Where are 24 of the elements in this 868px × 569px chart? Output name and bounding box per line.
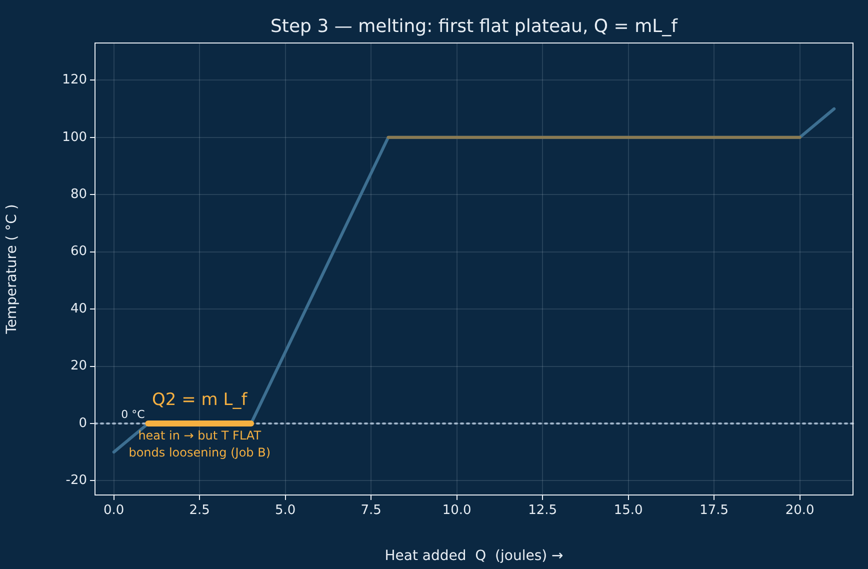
y-tick-label: 0 xyxy=(78,416,87,431)
y-tick-label: 120 xyxy=(62,72,87,88)
y-axis-title: Temperature ( °C ) xyxy=(4,204,20,335)
x-tick-label: 0.0 xyxy=(104,503,124,518)
y-tick-label: 100 xyxy=(62,130,87,145)
x-tick-label: 5.0 xyxy=(275,503,296,518)
x-tick-label: 7.5 xyxy=(360,503,382,518)
annotation: Q2 = m L_f xyxy=(152,390,248,410)
chart-title: Step 3 — melting: first flat plateau, Q = mL_f xyxy=(270,16,678,37)
y-tick-label: 80 xyxy=(70,186,87,202)
x-tick-label: 17.5 xyxy=(700,503,729,518)
y-tick-label: 20 xyxy=(70,358,87,374)
x-axis-title: Heat added Q (joules) → xyxy=(384,548,564,564)
x-tick-label: 15.0 xyxy=(614,503,643,518)
x-tick-label: 12.5 xyxy=(528,503,558,518)
annotation: heat in → but T FLAT xyxy=(138,428,262,443)
y-tick-label: 40 xyxy=(70,301,87,316)
ref-line-label: 0 °C xyxy=(121,408,146,421)
annotation: bonds loosening (Job B) xyxy=(128,446,271,460)
y-tick-label: -20 xyxy=(66,473,87,488)
x-tick-label: 2.5 xyxy=(189,503,210,518)
x-tick-label: 10.0 xyxy=(442,503,472,518)
y-tick-label: 60 xyxy=(70,244,87,260)
x-tick-label: 20.0 xyxy=(785,503,814,518)
